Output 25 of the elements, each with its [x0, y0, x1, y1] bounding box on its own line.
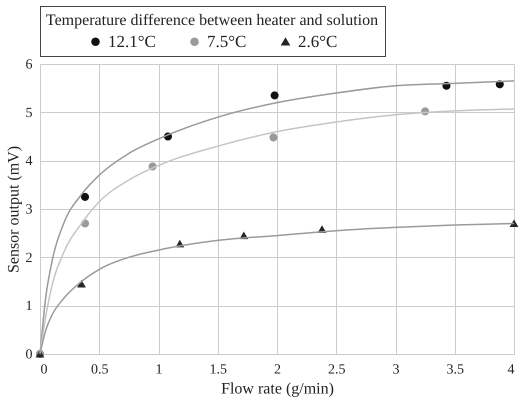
x-axis-title: Flow rate (g/min) — [221, 380, 334, 398]
y-axis-title: Sensor output (mV) — [6, 146, 22, 274]
x-tick-label: 0 — [40, 362, 48, 378]
x-tick-label: 1.5 — [210, 362, 227, 378]
y-tick-label: 3 — [26, 202, 32, 218]
x-tick-label: 4 — [508, 362, 514, 378]
legend-label: 7.5°C — [207, 32, 246, 51]
x-tick-label: 1 — [156, 362, 162, 378]
point — [80, 192, 90, 201]
point — [270, 91, 279, 100]
x-tick-label: 3.5 — [446, 362, 464, 378]
x-tick-label: 2.5 — [328, 362, 346, 378]
y-tick-label: 0 — [26, 348, 32, 362]
legend-label: 2.6°C — [298, 32, 338, 51]
legend-label: 12.1°C — [108, 32, 156, 51]
y-tick-label: 2 — [26, 250, 32, 266]
x-tick-label: 3 — [392, 362, 400, 378]
y-tick-label: 1 — [26, 299, 32, 314]
x-tick-label: 2 — [274, 362, 281, 378]
y-tick-label: 4 — [26, 154, 32, 170]
x-tick-label: 0.5 — [91, 362, 108, 378]
point — [269, 133, 278, 142]
legend-title: Temperature difference between heater and solution — [46, 12, 378, 29]
y-tick-label: 6 — [26, 58, 32, 72]
y-tick-label: 5 — [26, 106, 32, 121]
